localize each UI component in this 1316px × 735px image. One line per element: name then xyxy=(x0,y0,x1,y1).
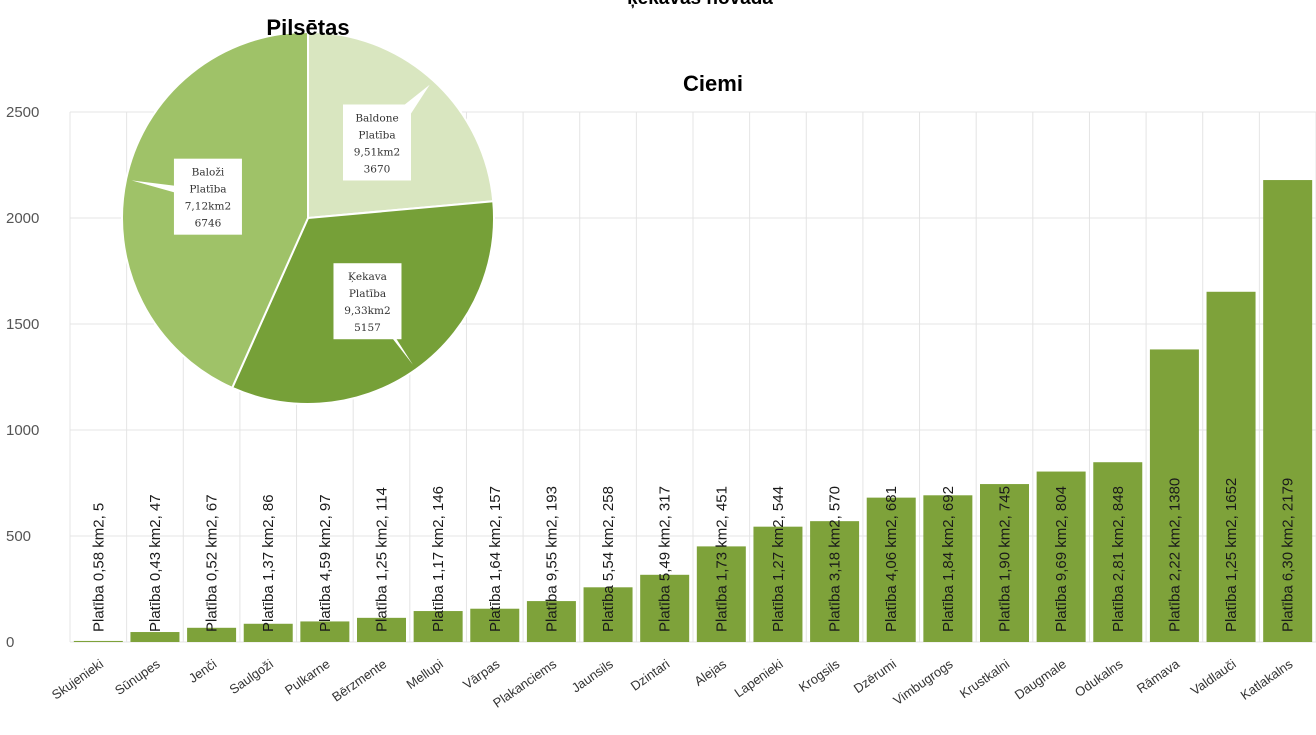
bar-data-label: Platība 1,73 km2, 451 xyxy=(713,486,730,632)
x-category-label: Sūnupes xyxy=(112,656,163,698)
bar xyxy=(1149,349,1199,642)
bar xyxy=(923,495,973,642)
bar-data-label: Platība 5,49 km2, 317 xyxy=(657,486,674,632)
bar-data-label: Platība 2,22 km2, 1380 xyxy=(1166,478,1183,632)
y-tick-label: 1500 xyxy=(6,316,39,333)
x-category-label: Jenči xyxy=(186,656,220,686)
bar-data-label: Platība 0,58 km2, 5 xyxy=(90,503,107,632)
x-category-label: Dzintari xyxy=(628,656,673,694)
x-category-label: Alejas xyxy=(691,656,729,689)
bar-data-label: Platība 1,27 km2, 544 xyxy=(770,486,787,632)
x-category-label: Skujenieki xyxy=(49,656,106,702)
x-category-label: Katlakalns xyxy=(1238,656,1296,703)
bar xyxy=(696,546,746,642)
bar-data-label: Platība 1,90 km2, 745 xyxy=(997,486,1014,632)
bar-data-label: Platība 1,25 km2, 114 xyxy=(374,487,391,632)
bar xyxy=(1206,291,1256,642)
header-fragment: ķekavas novadā xyxy=(627,0,773,9)
bar xyxy=(413,611,463,642)
bar-data-label: Platība 5,54 km2, 258 xyxy=(600,486,617,632)
bar xyxy=(357,617,406,642)
bar-data-label: Platība 1,64 km2, 157 xyxy=(487,486,504,632)
x-category-label: Krustkalni xyxy=(957,656,1012,701)
bar xyxy=(980,484,1029,642)
x-category-label: Bērzmente xyxy=(329,656,389,704)
bar xyxy=(243,623,293,642)
y-tick-label: 500 xyxy=(6,528,31,545)
y-tick-label: 2500 xyxy=(6,104,39,121)
x-category-label: Daugmale xyxy=(1012,656,1069,702)
x-category-label: Saulgoži xyxy=(226,656,276,697)
y-tick-label: 0 xyxy=(6,634,14,651)
bar xyxy=(1036,471,1086,642)
bar xyxy=(753,526,803,642)
bar xyxy=(187,627,237,642)
bar xyxy=(640,574,690,642)
x-category-label: Odukalns xyxy=(1072,656,1126,700)
bar xyxy=(1263,180,1313,642)
bar xyxy=(583,587,633,642)
bar xyxy=(866,497,916,642)
x-category-label: Mellupi xyxy=(404,656,446,692)
x-category-label: Krogsils xyxy=(796,656,843,695)
bar-data-label: Platība 6,30 km2, 2179 xyxy=(1280,478,1297,632)
bar-data-label: Platība 0,52 km2, 67 xyxy=(204,494,221,632)
bar-data-label: Platība 1,25 km2, 1652 xyxy=(1223,478,1240,632)
y-axis: 0 500 1000 1500 2000 2500 xyxy=(6,104,39,651)
bar xyxy=(526,601,576,642)
bar xyxy=(470,608,520,642)
bar xyxy=(810,521,860,642)
pie-callout-box xyxy=(333,263,402,340)
x-category-label: Pulkarne xyxy=(282,656,333,698)
x-category-label: Plakanciems xyxy=(490,656,559,711)
bar-data-label: Platība 1,17 km2, 146 xyxy=(430,486,447,632)
bar-data-label: Platība 3,18 km2, 570 xyxy=(827,486,844,632)
bar xyxy=(130,632,180,642)
bars: Platība 0,58 km2, 5 Platība 0,43 km2, 47 P… xyxy=(73,180,1313,642)
bar-data-label: Platība 9,55 km2, 193 xyxy=(543,486,560,632)
pie-chart: Baldone Platība 9,51km2 3670 Ķekava Platība 9,… xyxy=(121,30,495,405)
x-category-label: Vārpas xyxy=(460,656,503,692)
bar-data-label: Platība 2,81 km2, 848 xyxy=(1110,486,1127,632)
bar-data-label: Platība 0,43 km2, 47 xyxy=(147,494,164,632)
bar xyxy=(73,640,123,642)
bar-data-label: Platība 4,59 km2, 97 xyxy=(317,494,334,632)
y-tick-label: 2000 xyxy=(6,210,39,227)
bar xyxy=(1093,462,1143,642)
y-tick-label: 1000 xyxy=(6,422,39,439)
bar-data-label: Platība 4,06 km2, 681 xyxy=(883,486,900,632)
x-category-label: Vimbugrogs xyxy=(890,656,956,708)
bar xyxy=(300,621,350,642)
pie-chart-title: Pilsētas xyxy=(266,15,349,40)
pie-slice-label: Baloži Platība 7,12km2 6746 xyxy=(185,167,231,230)
pie-callout-box xyxy=(343,104,412,181)
x-category-label: Dzērumi xyxy=(851,656,899,696)
bar-data-label: Platība 1,37 km2, 86 xyxy=(260,494,277,632)
bar-data-label: Platība 9,69 km2, 804 xyxy=(1053,486,1070,632)
bar-chart-title: Ciemi xyxy=(683,71,743,96)
x-category-label: Valdlauči xyxy=(1188,656,1239,698)
bar-data-label: Platība 1,84 km2, 692 xyxy=(940,486,957,632)
x-category-label: Rāmava xyxy=(1134,656,1183,696)
pie-callout-box xyxy=(173,158,242,235)
pie-slice-label: Ķekava Platība 9,33km2 5157 xyxy=(344,271,390,334)
x-category-label: Jaunsils xyxy=(569,656,616,696)
pie-slice-label: Baldone Platība 9,51km2 3670 xyxy=(354,112,400,175)
x-axis: Skujenieki Sūnupes Jenči Saulgoži PulkarneBē… xyxy=(49,656,1296,711)
x-category-label: Lapenieki xyxy=(731,656,785,700)
